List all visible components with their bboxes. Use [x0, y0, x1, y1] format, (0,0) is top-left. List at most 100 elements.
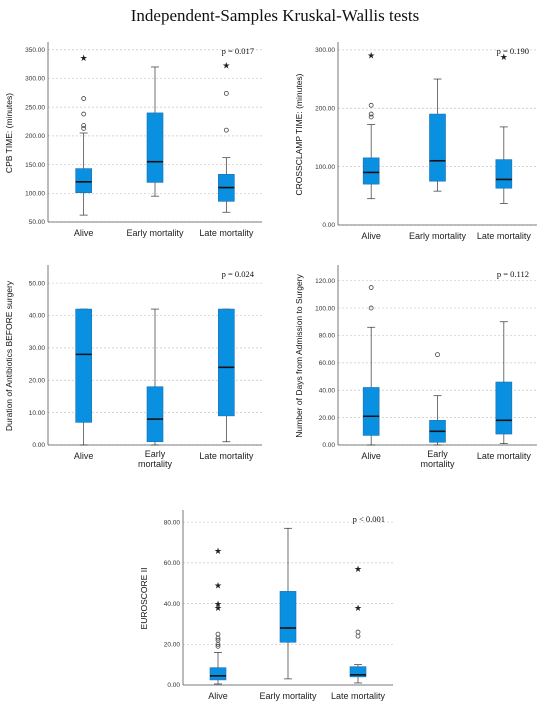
p-value-label: p = 0.190	[497, 46, 529, 56]
extreme-point: ★	[354, 604, 362, 614]
x-category-label: Late mortality	[477, 231, 532, 241]
p-value-label: p < 0.001	[353, 514, 385, 524]
y-tick-label: 200.00	[25, 133, 45, 140]
x-category-label: Late mortality	[477, 451, 532, 461]
chart-euroscore-ii: 0.00 20.00 40.00 60.00 80.00 EUROSCORE II p < …	[139, 510, 393, 701]
outlier-point	[81, 111, 87, 117]
y-tick-label: 350.00	[25, 47, 45, 54]
box-iqr	[495, 381, 513, 435]
y-tick-label: 30.00	[29, 345, 46, 352]
outlier-point	[215, 635, 221, 641]
y-axis-label: Duration of Antibiotics BEFORE surgery	[4, 280, 14, 431]
x-category-label: Early mortality	[138, 449, 173, 469]
outlier-point	[215, 631, 221, 637]
extreme-point: ★	[214, 547, 222, 557]
y-tick-label: 20.00	[164, 641, 181, 648]
x-category-label: Alive	[74, 451, 94, 461]
chart-cpb-time: 50.00 100.00 150.00 200.00 250.00 300.00 350.0…	[4, 42, 262, 238]
x-category-label: Early mortality	[126, 228, 184, 238]
outlier-point	[368, 111, 374, 117]
chart-crossclamp-time: 0.00 100.00 200.00 300.00 CROSSCLAMP TIME: (…	[294, 42, 537, 241]
y-tick-label: 80.00	[164, 519, 181, 526]
box-iqr	[362, 157, 380, 185]
box-iqr	[495, 159, 513, 189]
y-tick-label: 200.00	[315, 105, 335, 112]
y-tick-label: 0.00	[322, 442, 335, 449]
x-category-label: Late mortality	[331, 691, 386, 701]
x-category-label: Alive	[208, 691, 228, 701]
y-tick-label: 100.00	[25, 190, 45, 197]
extreme-point: ★	[367, 51, 375, 61]
outlier-point	[368, 285, 374, 290]
y-tick-label: 120.00	[315, 278, 335, 285]
x-category-label: Alive	[361, 231, 381, 241]
outlier-point	[355, 633, 361, 639]
y-tick-label: 150.00	[25, 162, 45, 169]
box-iqr	[75, 308, 92, 423]
box-iqr	[146, 386, 164, 443]
box-iqr	[209, 667, 227, 681]
y-tick-label: 0.00	[322, 222, 335, 229]
box-iqr	[349, 666, 367, 678]
y-tick-label: 40.00	[29, 313, 46, 320]
box-iqr	[362, 387, 380, 436]
extreme-point: ★	[500, 53, 508, 63]
x-category-label: Early mortality	[420, 449, 455, 469]
chart-days-admission-to-surgery: 0.00 20.00 40.00 60.00 80.00 100.00 120.00 Numb…	[294, 265, 537, 469]
y-axis-label: CROSSCLAMP TIME: (minutes)	[294, 73, 304, 195]
extreme-point: ★	[214, 600, 222, 610]
outlier-point	[223, 90, 229, 96]
outlier-point	[368, 305, 374, 311]
p-value-label: p = 0.024	[222, 269, 255, 279]
box-iqr	[218, 308, 235, 417]
y-tick-label: 0.00	[32, 442, 45, 449]
chart-antibiotics-duration: 0.00 10.00 20.00 30.00 40.00 50.00 Duration of…	[4, 265, 262, 469]
y-tick-label: 50.00	[29, 280, 46, 287]
x-category-label: Early mortality	[259, 691, 317, 701]
outlier-point	[355, 629, 361, 635]
p-value-label: p = 0.017	[222, 46, 254, 56]
x-category-label: Alive	[74, 228, 94, 238]
y-tick-label: 40.00	[319, 387, 336, 394]
x-category-label: Alive	[361, 451, 381, 461]
box-iqr	[279, 591, 297, 643]
y-axis-label: Number of Days from Admission to Surgery	[294, 274, 304, 438]
outlier-point	[81, 123, 87, 128]
outlier-point	[435, 352, 440, 358]
outlier-point	[215, 641, 221, 647]
outlier-point	[81, 126, 87, 131]
y-tick-label: 100.00	[315, 164, 335, 171]
outlier-point	[223, 127, 229, 133]
y-tick-label: 10.00	[29, 410, 46, 417]
box-iqr	[429, 113, 446, 182]
extreme-point: ★	[214, 581, 222, 591]
outlier-point	[81, 96, 87, 101]
y-tick-label: 20.00	[319, 415, 336, 422]
box-iqr	[146, 112, 164, 183]
y-tick-label: 300.00	[315, 47, 335, 54]
y-axis-label: EUROSCORE II	[139, 568, 149, 630]
box-iqr	[75, 168, 92, 194]
x-category-label: Late mortality	[199, 451, 254, 461]
figure-title: Independent-Samples Kruskal-Wallis tests	[130, 6, 420, 25]
y-tick-label: 300.00	[25, 76, 45, 83]
outlier-point	[368, 102, 374, 108]
y-tick-label: 250.00	[25, 104, 45, 111]
extreme-point: ★	[214, 604, 222, 614]
x-category-label: Early mortality	[409, 231, 467, 241]
y-tick-label: 100.00	[315, 305, 335, 312]
outlier-point	[215, 643, 221, 649]
y-tick-label: 80.00	[319, 333, 336, 340]
y-tick-label: 0.00	[167, 682, 180, 689]
y-tick-label: 50.00	[29, 219, 46, 226]
y-tick-label: 60.00	[164, 560, 181, 567]
extreme-point: ★	[80, 54, 88, 64]
y-tick-label: 40.00	[164, 601, 181, 608]
x-category-label: Late mortality	[199, 228, 254, 238]
extreme-point: ★	[354, 565, 362, 575]
extreme-point: ★	[222, 61, 230, 71]
outlier-point	[368, 114, 374, 120]
y-axis-label: CPB TIME: (minutes)	[4, 93, 14, 173]
y-tick-label: 60.00	[319, 360, 336, 367]
p-value-label: p = 0.112	[497, 269, 529, 279]
